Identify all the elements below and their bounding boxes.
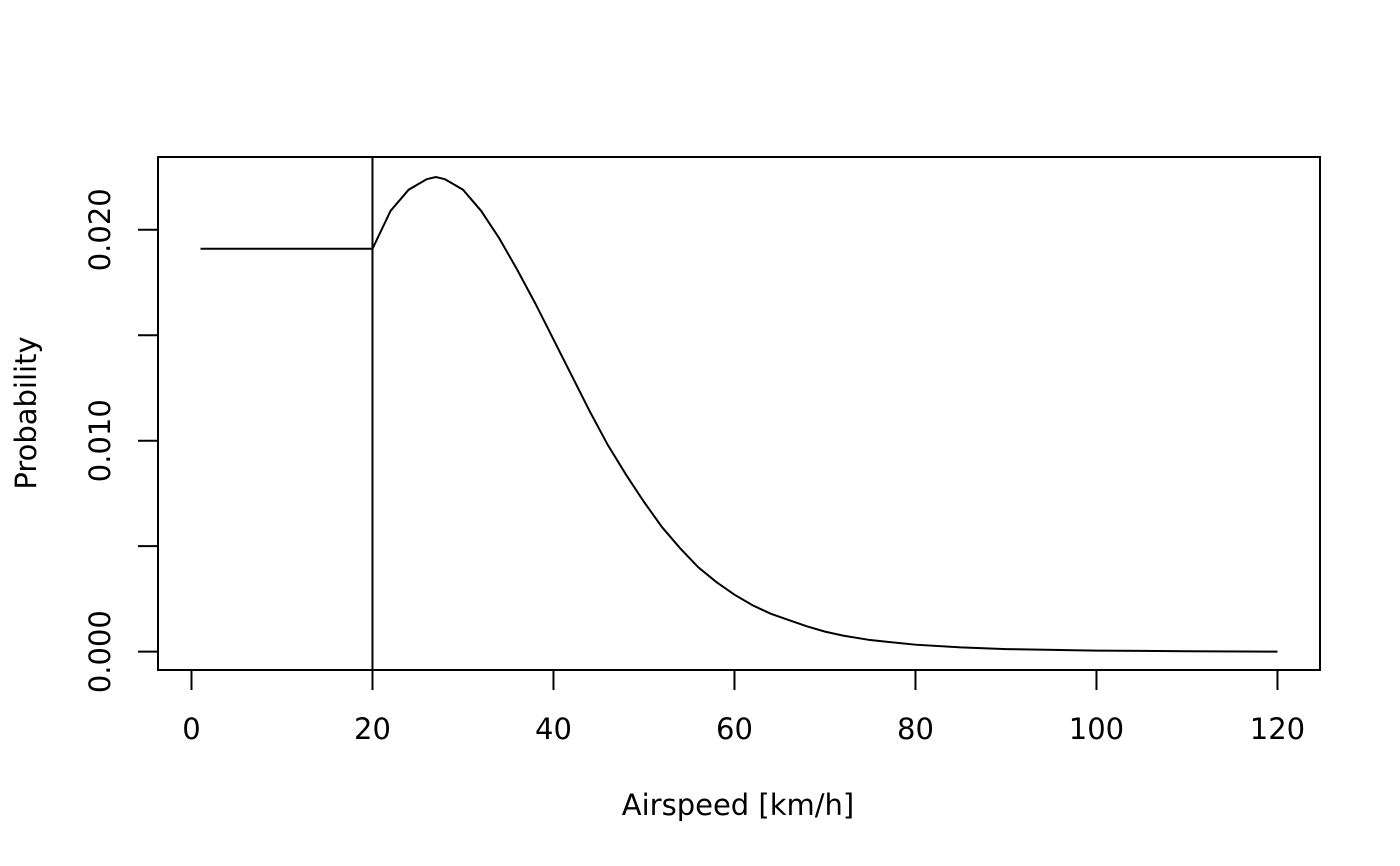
x-tick-label: 80 <box>897 712 934 746</box>
x-tick-label: 60 <box>716 712 753 746</box>
x-tick-label: 20 <box>354 712 391 746</box>
x-tick-label: 120 <box>1250 712 1305 746</box>
x-tick-label: 0 <box>182 712 200 746</box>
y-axis-title: Probability <box>9 336 43 489</box>
x-tick-label: 100 <box>1069 712 1124 746</box>
series-layer <box>201 157 1278 670</box>
y-tick-label: 0.010 <box>83 399 117 482</box>
plot-box <box>158 157 1320 670</box>
x-tick-label: 40 <box>535 712 572 746</box>
density-curve-line <box>372 177 1277 652</box>
x-axis-title: Airspeed [km/h] <box>622 788 854 822</box>
y-axis: 0.000 0.010 0.020 <box>83 188 158 693</box>
y-tick-label: 0.000 <box>83 610 117 693</box>
x-axis: 0 20 40 60 80 100 120 <box>182 670 1305 746</box>
y-tick-label: 0.020 <box>83 188 117 271</box>
